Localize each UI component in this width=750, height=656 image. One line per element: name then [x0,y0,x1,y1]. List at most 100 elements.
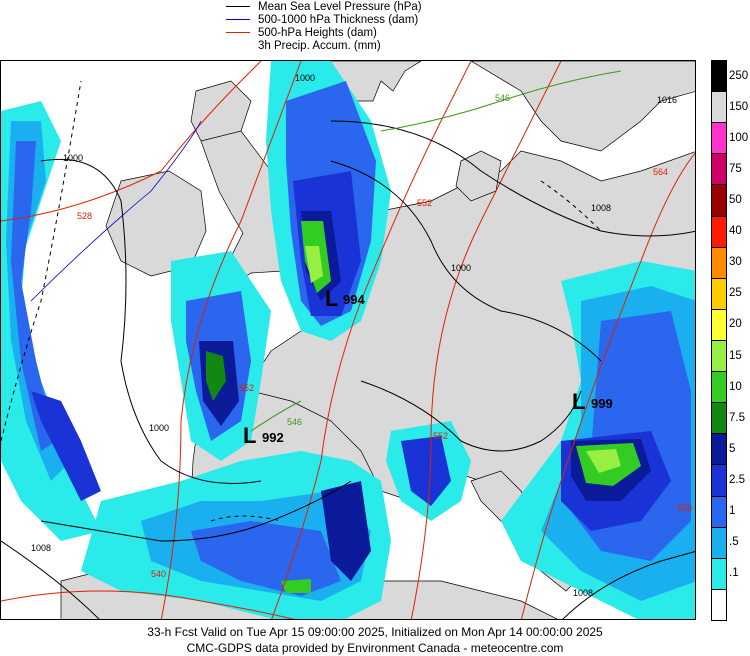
colorbar-label: .1 [729,567,739,580]
isobar-label: 1008 [31,543,51,553]
colorbar-swatch [711,246,727,279]
colorbar-label: 250 [729,69,749,82]
colorbar-swatch [711,371,727,404]
precip-iberia-blue [191,521,341,596]
legend: Mean Sea Level Pressure (hPa) 500-1000 h… [226,0,526,58]
colorbar-swatch [711,464,727,497]
legend-label-thickness: 500-1000 hPa Thickness (dam) [258,13,419,26]
precip-med-dark [401,436,451,506]
colorbar-label: 40 [729,225,742,238]
height-contour [271,61,472,619]
colorbar-swatch [711,402,727,435]
isobar [360,380,582,452]
colorbar-swatch [711,91,727,124]
land-sweden-finland [470,61,695,152]
legend-label-precip: 3h Precip. Accum. (mm) [258,39,381,52]
colorbar-label: 25 [729,287,742,300]
colorbar-label: 15 [729,349,742,362]
colorbar-swatch [711,60,727,93]
colorbar-swatch [711,340,727,373]
footer: 33-h Fcst Valid on Tue Apr 15 09:00:00 2… [0,624,750,656]
colorbar-swatch [711,215,727,248]
isobar [330,120,695,237]
colorbar-label: 20 [729,318,742,331]
colorbar-swatch [711,495,727,528]
low-value: 994 [343,292,365,307]
precip-atlantic-blue [11,141,56,451]
height-contours [1,61,695,619]
low-symbol: L [243,423,256,448]
isobar [40,158,262,484]
trough-line [210,515,282,522]
height-label: 558 [677,503,692,513]
colorbar-swatch [711,184,727,217]
precip-biscay-green [206,351,226,401]
height-contour [1,61,262,222]
precip-balkans-lime [586,449,621,473]
isobar-label-group: 1000 1000 1000 1000 1008 1008 1008 1016 [31,73,677,598]
isobar [562,551,695,619]
data-credit-text: CMC-GDPS data provided by Environment Ca… [186,641,564,655]
legend-swatch-thickness [226,19,250,20]
height-contour [410,61,562,619]
thickness-contour [380,70,622,132]
height-contour [160,61,302,619]
legend-item-heights: 500-hPa Heights (dam) [226,26,377,39]
colorbar-label: 30 [729,256,742,269]
isobar-label: 1016 [657,95,677,105]
precip-iberia-navy [321,481,371,581]
trough-lines [1,80,602,522]
map-canvas: 1000 1000 1000 1000 1008 1008 1008 1016 … [1,61,695,619]
legend-swatch-heights [226,32,250,33]
low-center-994: L 994 [325,286,365,311]
low-center-992: L 992 [243,423,284,448]
legend-label-heights: 500-hPa Heights (dam) [258,26,377,39]
isobar-label: 1000 [149,423,169,433]
forecast-valid-text: 33-h Fcst Valid on Tue Apr 15 09:00:00 2… [147,625,603,639]
height-label: 540 [151,569,166,579]
low-symbol: L [325,286,338,311]
colorbar-label: 5 [729,442,736,455]
low-value: 999 [591,396,613,411]
thickness-label: 546 [287,417,302,427]
low-center-999: L 999 [572,389,613,414]
colorbar-swatch [711,588,727,621]
thickness-label-group: 546 546 [287,93,510,427]
colorbar-swatch [711,153,727,186]
colorbar-label: 75 [729,162,742,175]
colorbar-label: 2.5 [729,474,745,486]
colorbar-swatch [711,277,727,310]
height-contour [1,590,295,619]
legend-item-mslp: Mean Sea Level Pressure (hPa) [226,0,422,13]
isobar [330,160,602,362]
colorbar-swatch [711,526,727,559]
precip-fields [1,61,695,619]
low-pressure-centers: L 994 L 992 L 999 [243,286,613,448]
thickness-lines [250,70,622,432]
low-symbol: L [572,389,585,414]
isobar-label: 1008 [591,203,611,213]
isobar-label: 1008 [573,588,593,598]
legend-label-mslp: Mean Sea Level Pressure (hPa) [258,0,422,13]
colorbar-label: 1 [729,505,736,518]
colorbar-swatch [711,557,727,590]
isobar [40,480,352,542]
legend-swatch-mslp [226,6,250,7]
isobar-label: 1000 [295,73,315,83]
thickness-500-1000 [30,120,202,302]
height-label: 552 [417,198,432,208]
colorbar-label: 100 [729,131,749,144]
colorbar-swatch [711,308,727,341]
colorbar-label: 150 [729,100,749,113]
height-label: 564 [653,167,668,177]
colorbar-label: 50 [729,194,742,206]
isobar [1,540,100,619]
legend-item-precip: 3h Precip. Accum. (mm) [226,39,381,52]
precip-northsea-lime [305,246,323,283]
trough-line [1,80,82,442]
colorbar-label: 10 [729,380,742,393]
forecast-map: 1000 1000 1000 1000 1008 1008 1008 1016 … [0,60,696,620]
isobar-label: 1000 [63,153,83,163]
precip-atlantic-dark [31,391,101,501]
precip-iberia-green [281,579,311,593]
